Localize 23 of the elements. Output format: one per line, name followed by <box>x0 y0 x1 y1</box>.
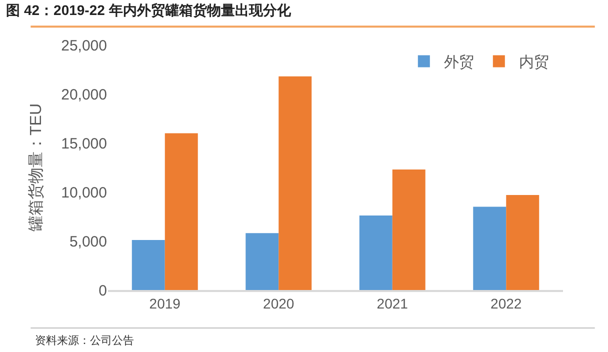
x-tick-label: 2019 <box>149 296 181 312</box>
y-tick-label: 20,000 <box>61 86 107 104</box>
bar <box>473 206 506 290</box>
legend-label: 内贸 <box>518 54 549 72</box>
bar <box>506 194 540 290</box>
chart-title: 图 42：2019-22 年内外贸罐箱货物量出现分化 <box>6 2 292 18</box>
x-tick-label: 2021 <box>376 296 408 312</box>
bar <box>392 169 426 290</box>
y-tick-label: 25,000 <box>61 37 107 54</box>
bar <box>278 76 312 290</box>
y-tick-label: 0 <box>98 282 107 300</box>
y-axis-title: 罐箱货物量：TEU <box>27 104 46 232</box>
bar <box>246 233 279 290</box>
x-tick-label: 2022 <box>490 296 522 312</box>
y-tick-label: 15,000 <box>61 135 107 152</box>
y-tick-label: 5,000 <box>69 233 107 250</box>
legend-label: 外贸 <box>444 54 474 72</box>
x-tick-label: 2020 <box>263 296 294 312</box>
y-tick-label: 10,000 <box>61 184 107 202</box>
text: 资料来源：公司公告 <box>35 334 134 347</box>
bar <box>164 133 198 290</box>
bar <box>359 216 392 290</box>
bar <box>132 240 165 290</box>
